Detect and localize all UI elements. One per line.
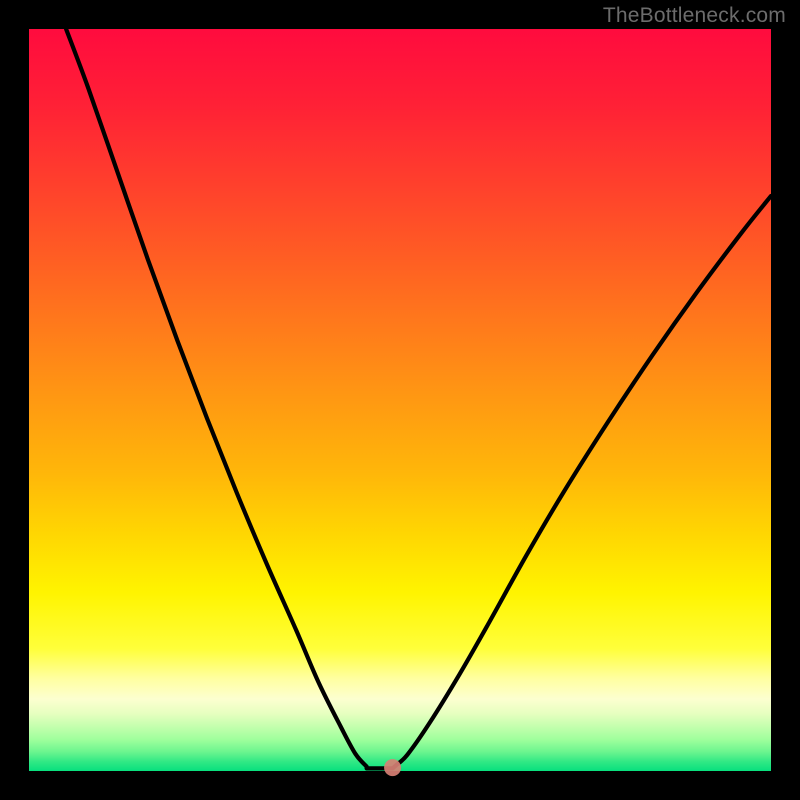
chart-container: TheBottleneck.com: [0, 0, 800, 800]
chart-gradient-bg: [29, 29, 771, 771]
watermark-text: TheBottleneck.com: [603, 4, 786, 28]
bottleneck-chart: [0, 0, 800, 800]
optimum-marker: [384, 759, 401, 776]
